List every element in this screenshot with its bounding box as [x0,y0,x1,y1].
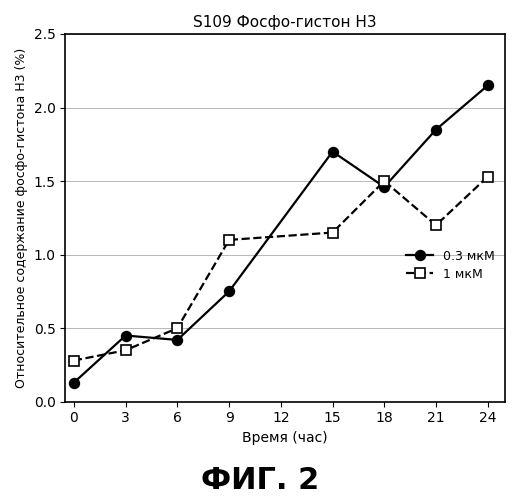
Legend: 0.3 мкМ, 1 мкМ: 0.3 мкМ, 1 мкМ [402,246,499,285]
0.3 мкМ [433,126,439,132]
Text: ФИГ. 2: ФИГ. 2 [201,466,319,495]
Line: 1 мкМ: 1 мкМ [69,172,492,366]
0.3 мкМ [330,148,336,154]
1 мкМ [330,230,336,235]
Line: 0.3 мкМ: 0.3 мкМ [69,80,492,388]
X-axis label: Время (час): Время (час) [242,431,328,445]
1 мкМ [485,174,491,180]
1 мкМ [123,347,129,353]
0.3 мкМ [226,288,232,294]
1 мкМ [174,325,180,331]
0.3 мкМ [71,380,77,386]
1 мкМ [381,178,387,184]
0.3 мкМ [485,82,491,88]
1 мкМ [71,358,77,364]
1 мкМ [433,222,439,228]
1 мкМ [226,237,232,243]
Title: S109 Фосфо-гистон Н3: S109 Фосфо-гистон Н3 [193,15,377,30]
0.3 мкМ [381,184,387,190]
0.3 мкМ [174,337,180,343]
Y-axis label: Относительное содержание фосфо-гистона Н3 (%): Относительное содержание фосфо-гистона Н… [15,48,28,388]
0.3 мкМ [123,332,129,338]
